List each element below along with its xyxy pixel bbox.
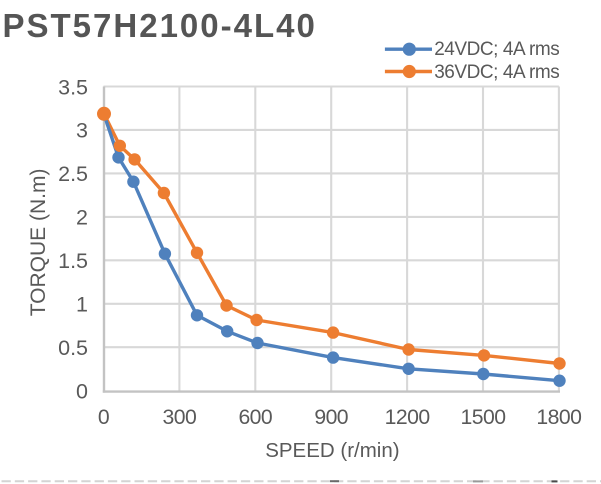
svg-text:600: 600	[238, 406, 272, 429]
svg-text:900: 900	[314, 406, 348, 429]
svg-text:TORQUE (N.m): TORQUE (N.m)	[27, 169, 50, 317]
svg-text:0: 0	[98, 406, 109, 429]
svg-text:2.5: 2.5	[58, 162, 88, 186]
svg-text:0.5: 0.5	[58, 336, 88, 360]
svg-text:0: 0	[76, 380, 88, 404]
svg-text:3.5: 3.5	[58, 75, 88, 99]
svg-text:1: 1	[76, 293, 88, 317]
svg-text:1500: 1500	[461, 406, 506, 429]
svg-text:1800: 1800	[536, 406, 581, 429]
svg-text:1.5: 1.5	[58, 249, 88, 273]
svg-text:1200: 1200	[385, 406, 430, 429]
svg-text:24VDC; 4A rms: 24VDC; 4A rms	[434, 39, 559, 60]
svg-text:36VDC; 4A rms: 36VDC; 4A rms	[434, 62, 559, 83]
svg-text:3: 3	[76, 119, 88, 143]
svg-text:2: 2	[76, 206, 88, 230]
svg-text:300: 300	[163, 406, 197, 429]
svg-text:PST57H2100-4L40: PST57H2100-4L40	[3, 7, 317, 44]
svg-text:SPEED (r/min): SPEED (r/min)	[265, 439, 399, 462]
